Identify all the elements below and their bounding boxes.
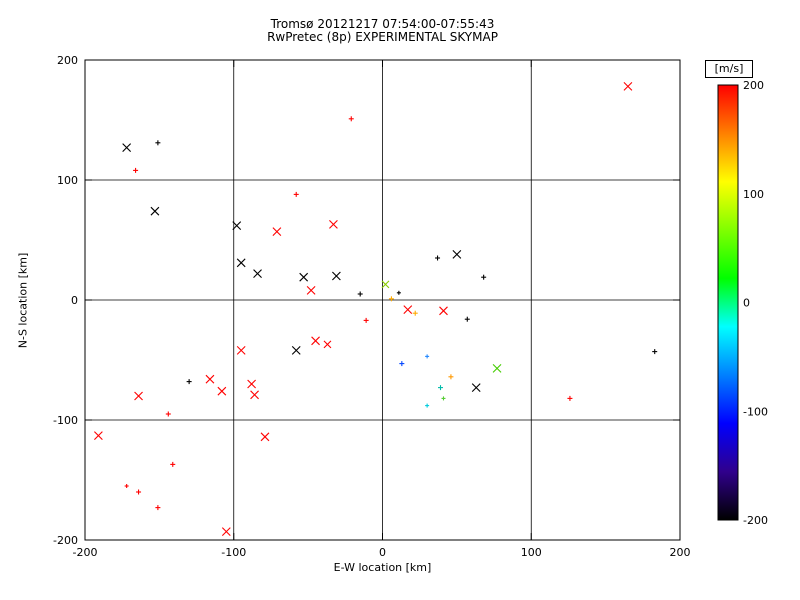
scatter-marker (136, 489, 142, 495)
svg-text:-200: -200 (73, 546, 98, 559)
scatter-marker (299, 272, 309, 282)
scatter-marker (448, 374, 454, 380)
scatter-marker (217, 386, 227, 396)
scatter-marker (452, 250, 462, 259)
axis-ticks (84, 59, 681, 541)
scatter-marker (329, 220, 338, 229)
chart-subtitle: RwPretec (8p) EXPERIMENTAL SKYMAP (267, 30, 498, 44)
svg-text:-100: -100 (53, 414, 78, 427)
colorbar-unit-label: [m/s] (705, 60, 753, 78)
scatter-marker (311, 336, 320, 346)
colorbar-tick-labels: 200 100 0 -100 -200 (743, 79, 768, 527)
colorbar (717, 84, 739, 521)
scatter-marker (623, 82, 633, 91)
scatter-marker (247, 379, 256, 389)
svg-text:-100: -100 (221, 546, 246, 559)
scatter-marker (435, 255, 441, 261)
scatter-marker (122, 143, 132, 152)
scatter-marker (492, 364, 502, 373)
scatter-marker (134, 391, 143, 401)
tick-labels: -200 -100 0 100 200 -200 -100 0 100 200 (53, 54, 690, 559)
scatter-marker (567, 395, 573, 401)
scatter-marker (272, 227, 282, 236)
x-axis-label: E-W location [km] (333, 561, 432, 574)
scatter-marker (155, 140, 161, 146)
scatter-marker (481, 274, 487, 280)
scatter-marker (221, 527, 231, 536)
svg-text:100: 100 (521, 546, 542, 559)
scatter-marker (170, 461, 176, 467)
svg-text:-200: -200 (53, 534, 78, 547)
scatter-marker (165, 411, 171, 417)
scatter-marker (205, 374, 215, 384)
scatter-marker (348, 116, 354, 122)
scatter-marker (331, 271, 341, 281)
svg-text:-200: -200 (743, 514, 768, 527)
scatter-marker (260, 432, 270, 442)
scatter-marker (293, 191, 299, 197)
scatter-marker (425, 403, 430, 408)
svg-text:200: 200 (670, 546, 691, 559)
scatter-marker (155, 505, 161, 511)
scatter-marker (323, 340, 332, 349)
scatter-marker (133, 167, 139, 173)
scatter-marker (464, 316, 470, 322)
scatter-marker (441, 396, 446, 401)
svg-text:-100: -100 (743, 405, 768, 418)
scatter-marker (306, 286, 316, 295)
y-axis-label: N-S location [km] (16, 252, 30, 349)
scatter-marker (399, 361, 405, 367)
scatter-marker (363, 317, 369, 323)
scatter-marker (438, 385, 444, 391)
scatter-marker (232, 221, 242, 230)
scatter-marker (412, 310, 418, 316)
gridlines (85, 60, 680, 540)
scatter-marker (357, 291, 363, 297)
svg-text:0: 0 (379, 546, 386, 559)
svg-text:200: 200 (57, 54, 78, 67)
svg-text:200: 200 (743, 79, 764, 92)
scatter-marker (253, 269, 262, 278)
scatter-marker (388, 296, 394, 302)
scatter-marker (425, 354, 430, 359)
scatter-marker (250, 390, 259, 400)
scatter-marker (381, 280, 390, 289)
scatter-marker (236, 346, 246, 355)
scatter-marker (439, 306, 448, 316)
scatter-marker (186, 379, 192, 385)
svg-text:100: 100 (57, 174, 78, 187)
svg-text:0: 0 (71, 294, 78, 307)
chart-title: Tromsø 20121217 07:54:00-07:55:43 (270, 17, 495, 31)
data-points (93, 82, 658, 536)
scatter-marker (150, 206, 160, 216)
svg-text:100: 100 (743, 188, 764, 201)
scatter-marker (396, 290, 401, 295)
scatter-marker (236, 258, 246, 268)
scatter-marker (93, 431, 103, 440)
scatter-marker (403, 305, 413, 314)
scatter-marker (652, 349, 658, 355)
svg-text:0: 0 (743, 297, 750, 310)
scatter-marker (291, 346, 301, 355)
scatter-marker (124, 484, 129, 488)
scatter-marker (471, 383, 481, 392)
